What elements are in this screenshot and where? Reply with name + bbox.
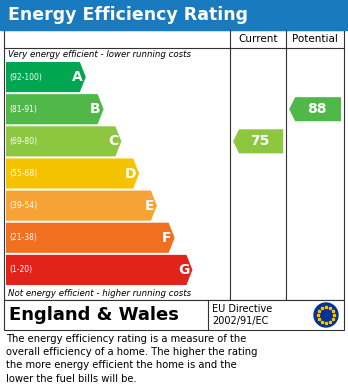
Text: (21-38): (21-38) — [9, 233, 37, 242]
Text: (92-100): (92-100) — [9, 73, 42, 82]
Text: B: B — [90, 102, 101, 116]
Text: (69-80): (69-80) — [9, 137, 37, 146]
Text: Very energy efficient - lower running costs: Very energy efficient - lower running co… — [8, 50, 191, 59]
Circle shape — [314, 303, 338, 327]
Text: Current: Current — [238, 34, 278, 44]
Text: England & Wales: England & Wales — [9, 306, 179, 324]
Text: Potential: Potential — [292, 34, 338, 44]
Text: C: C — [108, 135, 118, 148]
Text: 75: 75 — [251, 135, 270, 148]
Text: Not energy efficient - higher running costs: Not energy efficient - higher running co… — [8, 289, 191, 298]
Polygon shape — [6, 62, 86, 92]
Text: The energy efficiency rating is a measure of the
overall efficiency of a home. T: The energy efficiency rating is a measur… — [6, 334, 258, 384]
Polygon shape — [6, 223, 175, 253]
Polygon shape — [289, 97, 341, 121]
Polygon shape — [233, 129, 283, 153]
Text: (39-54): (39-54) — [9, 201, 37, 210]
Bar — [4, 300, 344, 330]
Polygon shape — [6, 190, 157, 221]
Text: F: F — [162, 231, 172, 245]
Polygon shape — [6, 158, 139, 188]
Text: EU Directive
2002/91/EC: EU Directive 2002/91/EC — [212, 304, 272, 326]
Text: Energy Efficiency Rating: Energy Efficiency Rating — [8, 6, 248, 24]
Polygon shape — [6, 94, 104, 124]
Text: A: A — [72, 70, 83, 84]
Text: (1-20): (1-20) — [9, 265, 32, 274]
Bar — [0, 0, 348, 30]
Polygon shape — [6, 255, 192, 285]
Text: (55-68): (55-68) — [9, 169, 37, 178]
Text: D: D — [125, 167, 136, 181]
Text: (81-91): (81-91) — [9, 105, 37, 114]
Polygon shape — [6, 126, 121, 156]
Text: G: G — [178, 263, 189, 277]
Text: E: E — [144, 199, 154, 213]
Text: 88: 88 — [307, 102, 327, 116]
Bar — [4, 30, 344, 300]
